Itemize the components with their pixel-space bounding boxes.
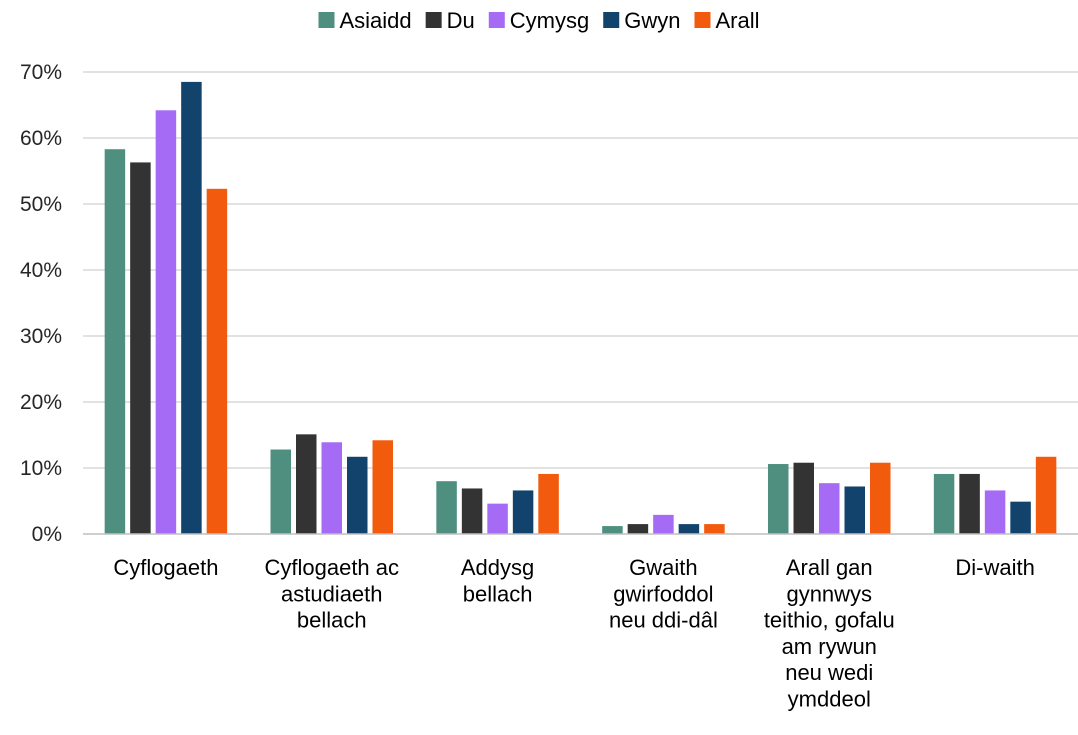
bar-arall xyxy=(1035,456,1057,534)
legend-label: Arall xyxy=(715,8,759,33)
bars xyxy=(104,81,1057,535)
category-label-line: Di-waith xyxy=(955,555,1034,580)
legend: Asiaidd Du Cymysg Gwyn Arall xyxy=(318,8,760,33)
bar-asiaidd xyxy=(602,526,623,534)
category-label-line: Cyflogaeth ac xyxy=(264,555,399,580)
legend-label: Asiaidd xyxy=(340,8,412,33)
bar-asiaidd xyxy=(104,149,126,534)
bar-cymysg xyxy=(487,503,508,534)
bar-gwyn xyxy=(678,524,700,534)
bar-arall xyxy=(538,473,559,534)
category-label-line: gwirfoddol xyxy=(613,581,713,606)
category-label: Di-waith xyxy=(955,555,1034,580)
y-tick-label: 20% xyxy=(20,391,62,414)
category-label-line: Cyflogaeth xyxy=(113,555,218,580)
category-label-line: Arall gan xyxy=(786,555,873,580)
bar-asiaidd xyxy=(933,473,955,534)
y-axis-ticks: 0% 10% 20% 30% 40% 50% 60% 70% xyxy=(20,61,62,546)
legend-swatch xyxy=(694,12,711,28)
category-label: Cyflogaeth xyxy=(113,555,218,580)
bar-cymysg xyxy=(321,442,342,534)
category-label-line: bellach xyxy=(463,581,533,606)
y-tick-label: 70% xyxy=(20,61,62,84)
bar-gwyn xyxy=(347,456,368,534)
bar-cymysg xyxy=(819,483,840,534)
category-label: Arall gan gynnwys teithio, gofalu am rywun n… xyxy=(764,555,895,712)
category-label-line: neu wedi xyxy=(785,660,873,685)
bar-asiaidd xyxy=(768,464,789,534)
bar-arall xyxy=(870,462,891,534)
category-label-line: gynnwys xyxy=(786,581,872,606)
legend-swatch xyxy=(425,12,442,28)
bar-cymysg xyxy=(984,490,1006,534)
bar-du xyxy=(296,434,317,534)
bar-arall xyxy=(704,524,725,534)
y-tick-label: 40% xyxy=(20,259,62,282)
bar-gwyn xyxy=(512,490,534,534)
category-label-line: ymddeol xyxy=(788,687,871,712)
bar-gwyn xyxy=(844,486,865,534)
category-label: Addysg bellach xyxy=(461,555,534,606)
y-tick-label: 10% xyxy=(20,457,62,480)
legend-label: Gwyn xyxy=(624,8,680,33)
bar-asiaidd xyxy=(270,449,291,534)
bar-cymysg xyxy=(155,110,177,534)
bar-du xyxy=(959,473,980,534)
bar-asiaidd xyxy=(436,481,457,534)
category-label-line: Addysg xyxy=(461,555,534,580)
legend-swatch xyxy=(488,12,505,28)
x-axis-categories: Cyflogaeth Cyflogaeth ac astudiaeth bellach… xyxy=(113,555,1034,712)
category-label-line: Gwaith xyxy=(629,555,697,580)
bar-gwyn xyxy=(181,81,202,535)
bar-du xyxy=(130,162,151,535)
category-label-line: astudiaeth xyxy=(281,581,383,606)
legend-label: Cymysg xyxy=(510,8,589,33)
category-label: Gwaith gwirfoddol neu ddi-dâl xyxy=(609,555,718,633)
y-tick-label: 30% xyxy=(20,325,62,348)
gridlines xyxy=(83,71,1078,469)
legend-swatch xyxy=(603,12,620,28)
bar-du xyxy=(461,488,483,534)
category-label-line: teithio, gofalu xyxy=(764,608,895,633)
category-label-line: am rywun xyxy=(782,634,877,659)
y-tick-label: 0% xyxy=(32,523,62,546)
bar-du xyxy=(627,524,649,534)
y-tick-label: 60% xyxy=(20,127,62,150)
bar-cymysg xyxy=(653,514,674,534)
bar-gwyn xyxy=(1010,501,1031,534)
category-label-line: bellach xyxy=(297,608,367,633)
category-label-line: neu ddi-dâl xyxy=(609,608,718,633)
bar-arall xyxy=(206,188,228,534)
bar-du xyxy=(793,462,814,534)
bar-arall xyxy=(372,440,393,534)
category-label: Cyflogaeth ac astudiaeth bellach xyxy=(264,555,399,633)
legend-swatch xyxy=(318,12,335,28)
y-tick-label: 50% xyxy=(20,193,62,216)
legend-label: Du xyxy=(447,8,475,33)
